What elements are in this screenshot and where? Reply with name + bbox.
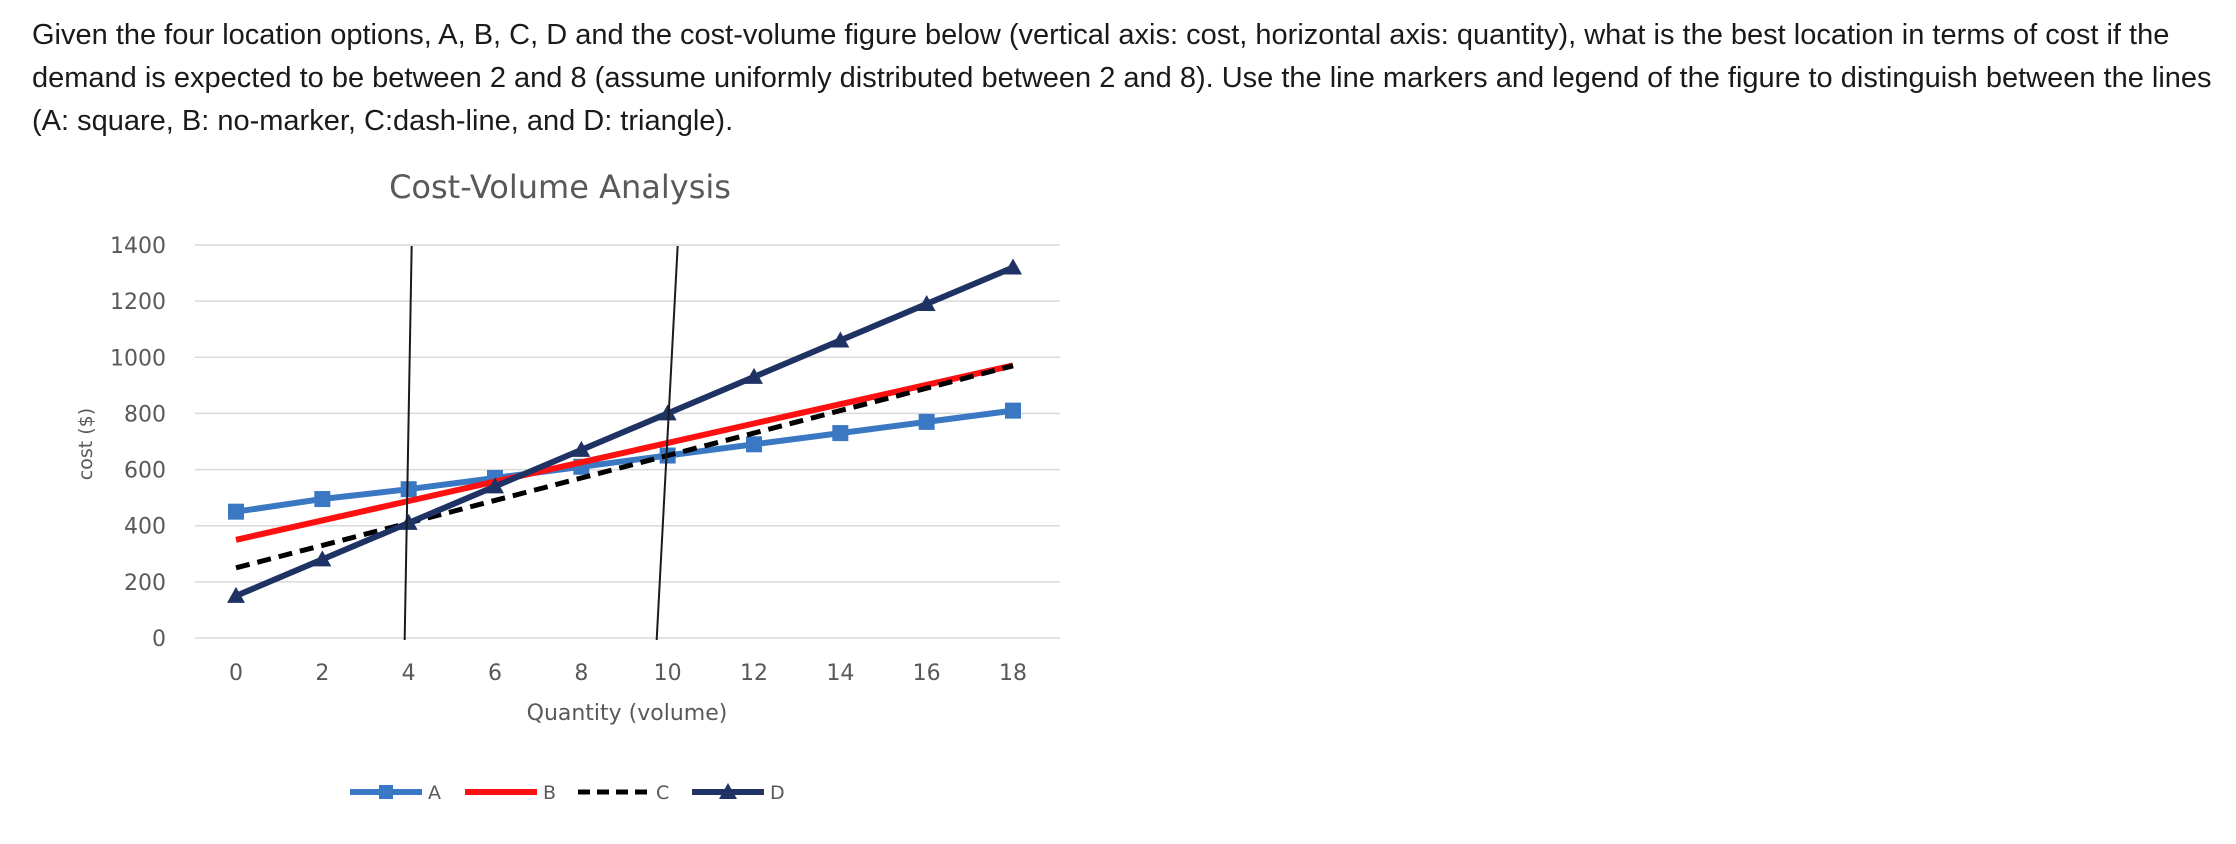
x-tick-label-12: 12 xyxy=(740,661,768,686)
marker-A-12 xyxy=(746,436,762,453)
x-tick-label-16: 16 xyxy=(913,661,941,686)
legend-entry-C: C xyxy=(578,782,669,804)
series-line-A xyxy=(235,407,1014,515)
marker-A-14 xyxy=(832,425,849,442)
marker-D-10 xyxy=(658,404,677,421)
x-tick-label-4: 4 xyxy=(402,661,416,686)
y-axis-label: cost ($) xyxy=(75,408,97,480)
y-tick-label-1200: 1200 xyxy=(110,290,166,315)
marker-A-4 xyxy=(400,481,417,498)
marker-A-18 xyxy=(1005,402,1021,419)
chart-svg: Cost-Volume Analysis cost ($) Quantity (… xyxy=(75,168,1060,804)
legend-marker-A xyxy=(379,785,393,799)
series-lines xyxy=(227,258,1022,603)
legend-label-A: A xyxy=(428,782,441,804)
x-tick-label-8: 8 xyxy=(574,661,588,686)
marker-A-2 xyxy=(314,491,331,508)
marker-A-16 xyxy=(918,413,935,430)
annotation-line-x-10 xyxy=(655,245,679,641)
y-tick-labels: 0 200 400 600 800 1000 1200 1400 xyxy=(110,234,166,652)
question-text: Given the four location options, A, B, C… xyxy=(32,19,2212,137)
x-tick-label-0: 0 xyxy=(229,661,243,686)
marker-D-16 xyxy=(917,294,936,311)
marker-D-6 xyxy=(486,477,504,494)
legend-entry-B: B xyxy=(465,782,556,804)
y-tick-label-800: 800 xyxy=(124,402,166,427)
marker-D-2 xyxy=(313,550,332,567)
legend: A B C D xyxy=(350,782,785,804)
vertical-annotation-lines xyxy=(403,245,679,641)
cost-volume-chart: Cost-Volume Analysis cost ($) Quantity (… xyxy=(0,150,1100,830)
legend-label-D: D xyxy=(770,782,785,804)
series-line-B xyxy=(235,362,1014,543)
y-tick-label-600: 600 xyxy=(124,459,166,484)
gridlines xyxy=(195,244,1060,639)
marker-D-4 xyxy=(399,513,418,530)
x-tick-label-10: 10 xyxy=(654,661,682,686)
x-axis-label: Quantity (volume) xyxy=(527,701,728,726)
series-line-D xyxy=(234,264,1015,599)
legend-entry-A: A xyxy=(350,782,441,804)
marker-D-14 xyxy=(831,331,850,348)
y-tick-label-200: 200 xyxy=(124,571,166,596)
marker-D-18 xyxy=(1004,258,1022,275)
legend-marker-D xyxy=(719,783,737,799)
y-tick-label-1400: 1400 xyxy=(110,234,166,259)
marker-A-0 xyxy=(228,503,244,520)
y-tick-label-0: 0 xyxy=(152,627,166,652)
y-tick-label-400: 400 xyxy=(124,515,166,540)
annotation-line-x-4 xyxy=(403,245,413,641)
x-tick-label-18: 18 xyxy=(999,661,1027,686)
marker-D-0 xyxy=(227,586,245,603)
legend-entry-D: D xyxy=(692,782,785,804)
series-line-C xyxy=(235,363,1014,571)
x-tick-label-6: 6 xyxy=(488,661,502,686)
x-tick-labels: 0 2 4 6 8 10 12 14 16 18 xyxy=(229,661,1027,686)
marker-D-8 xyxy=(572,440,591,457)
y-tick-label-1000: 1000 xyxy=(110,346,166,371)
legend-label-C: C xyxy=(656,782,669,804)
legend-label-B: B xyxy=(543,782,556,804)
x-tick-label-2: 2 xyxy=(315,661,329,686)
chart-title: Cost-Volume Analysis xyxy=(389,168,731,206)
marker-D-12 xyxy=(745,367,763,384)
x-tick-label-14: 14 xyxy=(826,661,854,686)
